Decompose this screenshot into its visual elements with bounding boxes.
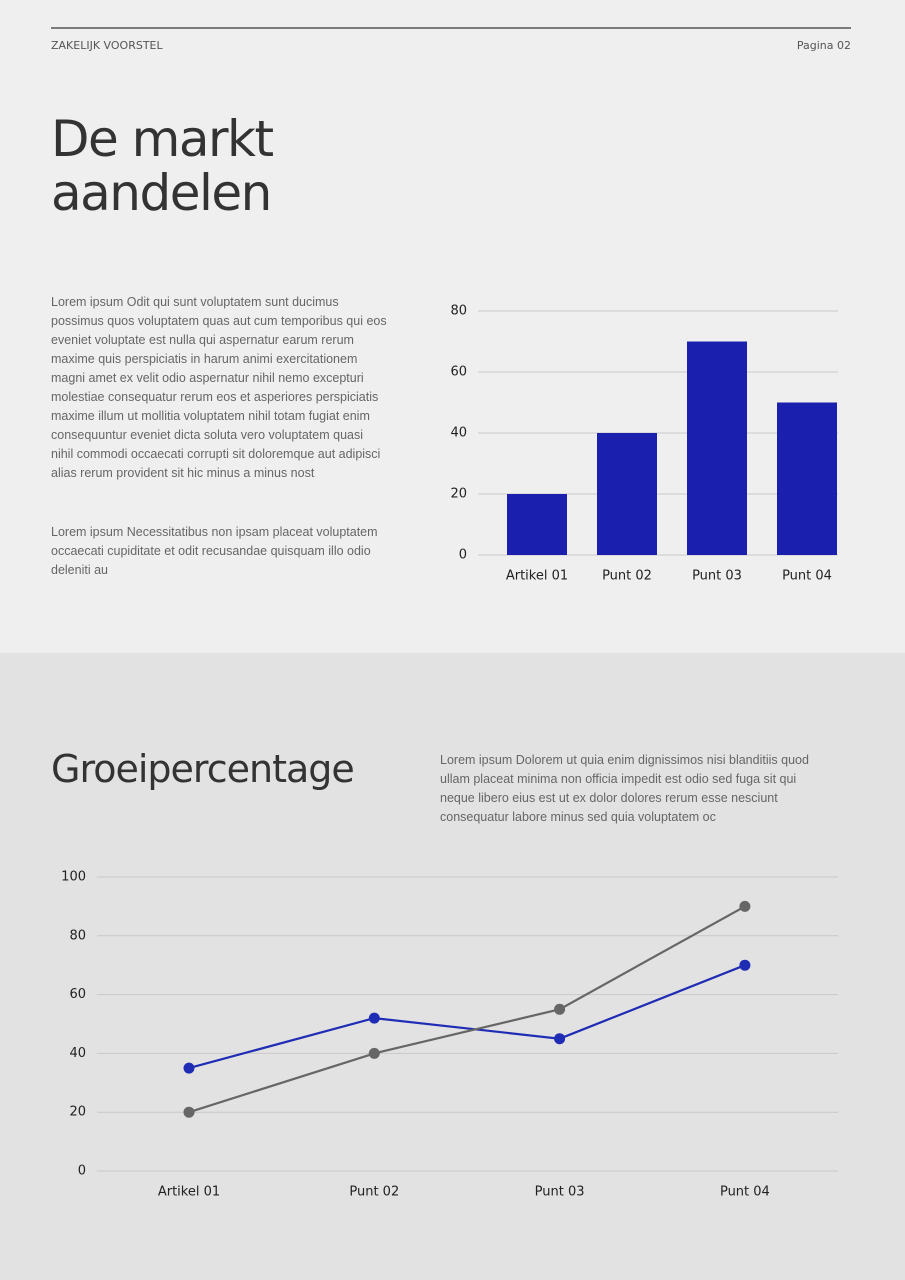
paragraph-line: alias rerum provident sit hic minus a mi…: [51, 466, 315, 480]
y-tick-label: 0: [78, 1164, 86, 1179]
line-series: [188, 964, 746, 1070]
line-point: [183, 1106, 195, 1118]
line-point: [554, 1033, 566, 1045]
x-tick-label: Punt 02: [349, 1185, 399, 1200]
bar: [507, 494, 567, 555]
section-title: aandelen: [51, 164, 271, 222]
x-tick-label: Punt 02: [602, 569, 652, 584]
paragraph-line: Lorem ipsum Necessitatibus non ipsam pla…: [51, 525, 378, 539]
line-point: [739, 900, 751, 912]
line-point: [554, 1003, 566, 1015]
y-tick-label: 20: [450, 487, 467, 502]
bottom-background: [0, 653, 905, 1280]
y-tick-label: 0: [459, 548, 467, 563]
paragraph-line: occaecati cupiditate et odit recusandae …: [51, 544, 371, 558]
paragraph-line: molestiae consequatur rerum eos et asper…: [51, 390, 378, 404]
y-tick-label: 80: [69, 928, 86, 943]
paragraph-line: Lorem ipsum Dolorem ut quia enim digniss…: [440, 753, 809, 767]
paragraph-line: deleniti au: [51, 563, 108, 577]
line-point: [368, 1012, 380, 1024]
paragraph-line: magni amet ex velit odio aspernatur nihi…: [51, 371, 364, 385]
y-tick-label: 20: [69, 1105, 86, 1120]
bar: [777, 402, 837, 555]
y-tick-label: 40: [69, 1046, 86, 1061]
top-background: [0, 0, 905, 653]
x-tick-label: Punt 04: [720, 1185, 770, 1200]
x-tick-label: Artikel 01: [158, 1185, 220, 1200]
line-point: [739, 959, 751, 971]
y-tick-label: 40: [450, 426, 467, 441]
paragraph-line: neque libero eius est ut ex dolor dolore…: [440, 791, 778, 805]
paragraph-line: consequatur labore minus sed quia volupt…: [440, 810, 716, 824]
x-tick-label: Punt 03: [535, 1185, 585, 1200]
paragraph-line: maxime quis perspiciatis in harum animi …: [51, 352, 357, 366]
x-tick-label: Punt 03: [692, 569, 742, 584]
y-tick-label: 60: [69, 987, 86, 1002]
paragraph-line: nihil commodi occaecati corrupti sit dol…: [51, 447, 380, 461]
y-tick-label: 80: [450, 304, 467, 319]
header-right: Pagina 02: [797, 39, 851, 52]
y-tick-label: 60: [450, 365, 467, 380]
line-point: [183, 1062, 195, 1074]
bar: [597, 433, 657, 555]
section-title: De markt: [51, 110, 274, 168]
paragraph-line: consequuntur eveniet dicta soluta vero v…: [51, 428, 363, 442]
paragraph-line: maxime illum ut mollitia voluptatem nihi…: [51, 409, 370, 423]
x-tick-label: Punt 04: [782, 569, 832, 584]
paragraph-line: possimus quos voluptatem quas aut cum te…: [51, 314, 387, 328]
y-tick-label: 100: [61, 870, 86, 885]
paragraph-line: eveniet voluptate est nulla qui aspernat…: [51, 333, 354, 347]
bar: [687, 341, 747, 555]
section-title: Groeipercentage: [51, 747, 354, 791]
x-tick-label: Artikel 01: [506, 569, 568, 584]
header-left: ZAKELIJK VOORSTEL: [51, 39, 163, 52]
paragraph-line: Lorem ipsum Odit qui sunt voluptatem sun…: [51, 295, 339, 309]
line-series: [188, 905, 746, 1114]
paragraph-line: ullam placeat minima non officia impedit…: [440, 772, 796, 786]
line-point: [368, 1047, 380, 1059]
